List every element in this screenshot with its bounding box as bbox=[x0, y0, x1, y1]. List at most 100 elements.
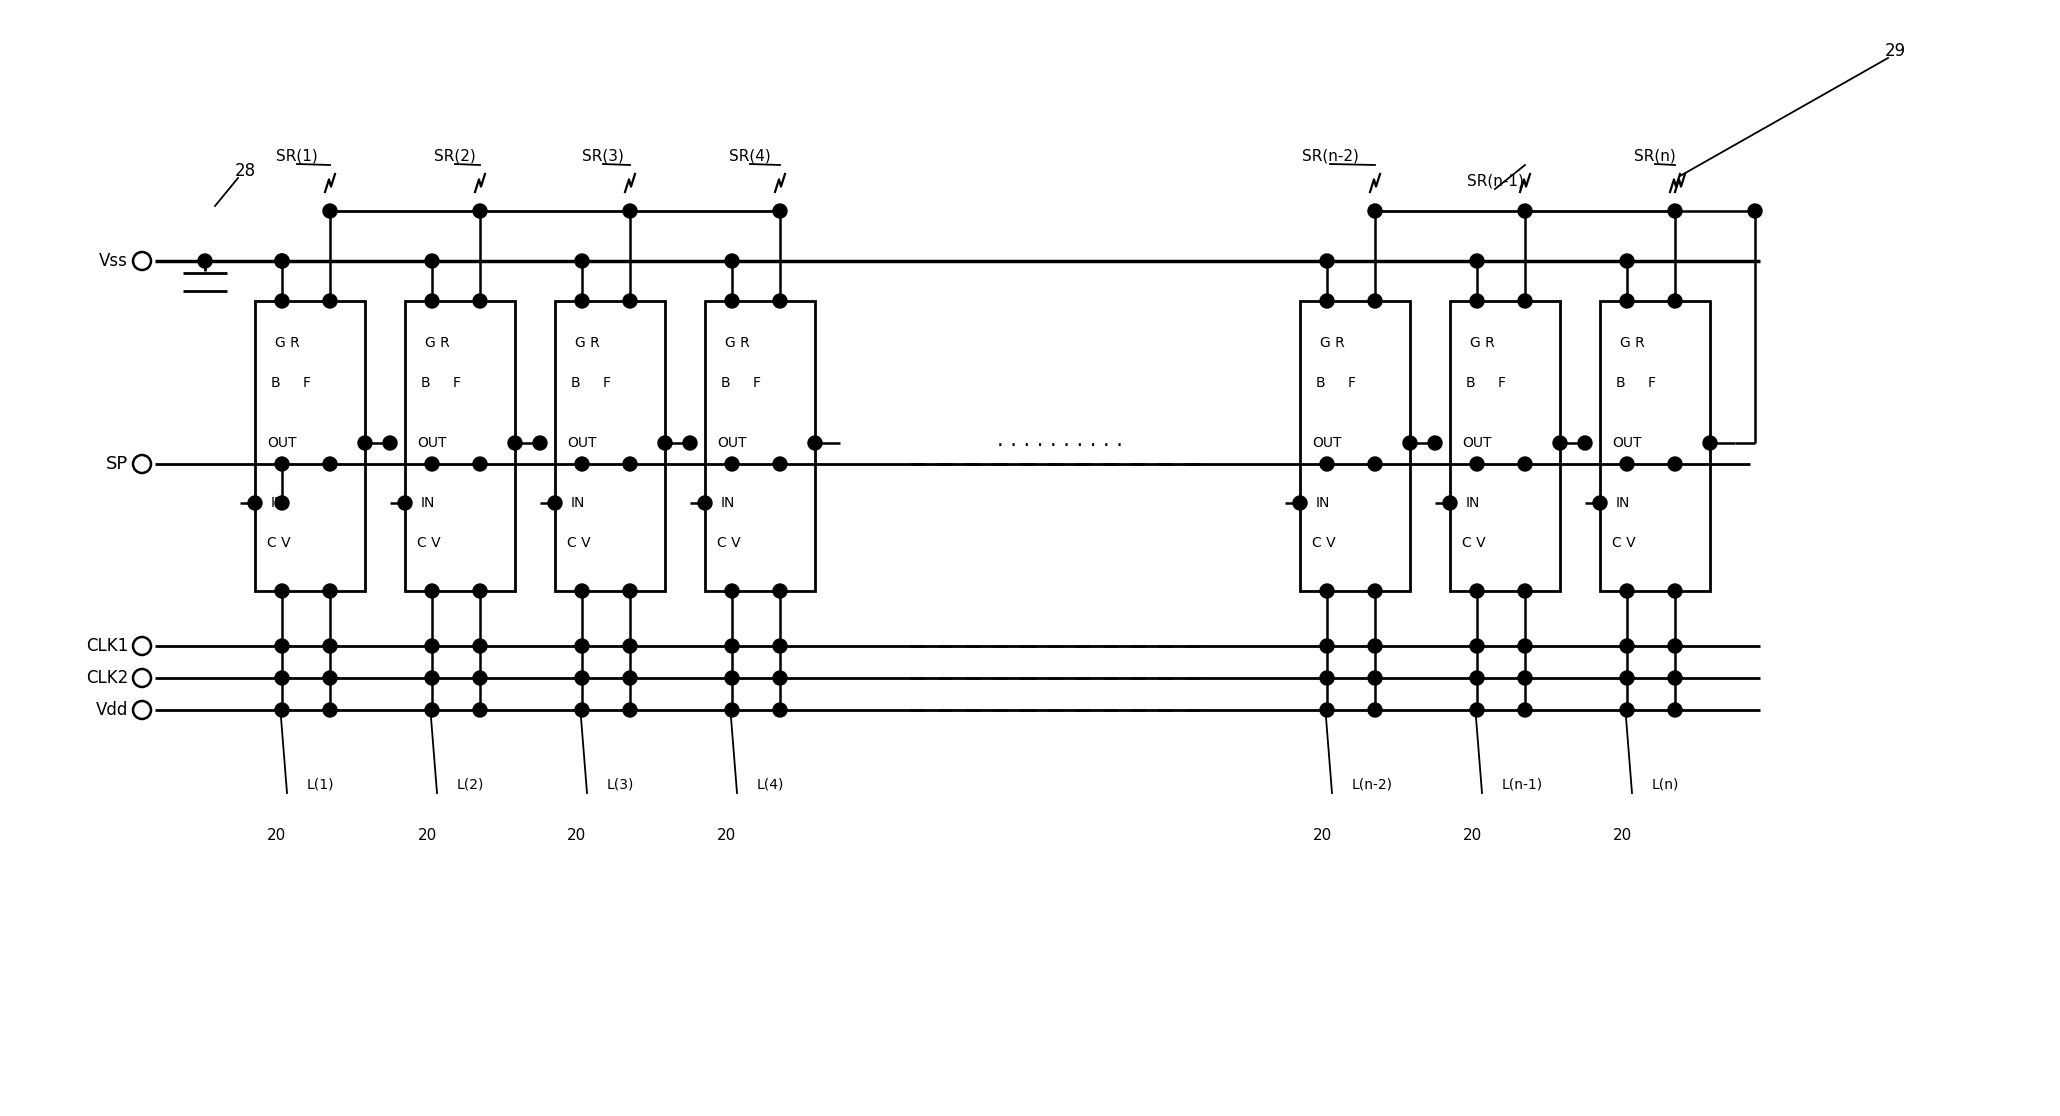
Circle shape bbox=[323, 456, 338, 471]
Text: C V: C V bbox=[1463, 536, 1485, 550]
Text: G R: G R bbox=[725, 336, 750, 350]
Text: C V: C V bbox=[416, 536, 441, 550]
Circle shape bbox=[772, 671, 787, 685]
Circle shape bbox=[474, 703, 486, 716]
Circle shape bbox=[474, 204, 486, 218]
Circle shape bbox=[622, 671, 637, 685]
Text: IN: IN bbox=[1467, 496, 1481, 510]
Circle shape bbox=[1669, 639, 1683, 653]
Circle shape bbox=[725, 584, 740, 598]
Circle shape bbox=[1320, 584, 1335, 598]
Circle shape bbox=[1368, 584, 1382, 598]
Bar bbox=[554, 301, 665, 591]
Circle shape bbox=[622, 703, 637, 716]
Text: SR(4): SR(4) bbox=[729, 148, 770, 164]
Circle shape bbox=[1320, 703, 1335, 716]
Circle shape bbox=[575, 639, 589, 653]
Circle shape bbox=[622, 204, 637, 218]
Circle shape bbox=[134, 668, 150, 687]
Text: F: F bbox=[604, 376, 612, 389]
Circle shape bbox=[323, 294, 338, 308]
Circle shape bbox=[1518, 703, 1533, 716]
Circle shape bbox=[424, 456, 439, 471]
Circle shape bbox=[772, 584, 787, 598]
Circle shape bbox=[424, 584, 439, 598]
Text: B: B bbox=[1467, 376, 1475, 389]
Circle shape bbox=[548, 496, 562, 510]
Text: IN: IN bbox=[420, 496, 435, 510]
Circle shape bbox=[1669, 703, 1683, 716]
Circle shape bbox=[474, 456, 486, 471]
Text: Vdd: Vdd bbox=[95, 701, 128, 719]
Circle shape bbox=[1471, 456, 1483, 471]
Text: OUT: OUT bbox=[566, 436, 597, 450]
Circle shape bbox=[474, 584, 486, 598]
Text: · · · · · · · · · ·: · · · · · · · · · · bbox=[997, 436, 1123, 456]
Text: B: B bbox=[420, 376, 431, 389]
Circle shape bbox=[772, 204, 787, 218]
Circle shape bbox=[474, 639, 486, 653]
Circle shape bbox=[772, 294, 787, 308]
Circle shape bbox=[1669, 671, 1683, 685]
Circle shape bbox=[358, 436, 373, 450]
Circle shape bbox=[424, 703, 439, 716]
Text: G R: G R bbox=[1619, 336, 1644, 350]
Text: F: F bbox=[1648, 376, 1656, 389]
Text: 20: 20 bbox=[566, 827, 587, 843]
Text: B: B bbox=[1316, 376, 1327, 389]
Circle shape bbox=[657, 436, 672, 450]
Text: C V: C V bbox=[1312, 536, 1335, 550]
Text: G R: G R bbox=[424, 336, 449, 350]
Circle shape bbox=[1368, 456, 1382, 471]
Circle shape bbox=[1471, 703, 1483, 716]
Circle shape bbox=[725, 703, 740, 716]
Text: B: B bbox=[272, 376, 280, 389]
Text: 20: 20 bbox=[717, 827, 737, 843]
Circle shape bbox=[1619, 639, 1634, 653]
Circle shape bbox=[1294, 496, 1306, 510]
Circle shape bbox=[1619, 703, 1634, 716]
Circle shape bbox=[1403, 436, 1417, 450]
Circle shape bbox=[323, 671, 338, 685]
Circle shape bbox=[622, 639, 637, 653]
Circle shape bbox=[424, 294, 439, 308]
Circle shape bbox=[424, 254, 439, 268]
Circle shape bbox=[424, 671, 439, 685]
Text: L(3): L(3) bbox=[608, 778, 634, 792]
Circle shape bbox=[1578, 436, 1592, 450]
Bar bbox=[1450, 301, 1559, 591]
Circle shape bbox=[1669, 204, 1683, 218]
Circle shape bbox=[1320, 456, 1335, 471]
Circle shape bbox=[1518, 456, 1533, 471]
Circle shape bbox=[725, 294, 740, 308]
Circle shape bbox=[1704, 436, 1716, 450]
Circle shape bbox=[1471, 671, 1483, 685]
Text: L(n-1): L(n-1) bbox=[1502, 778, 1543, 792]
Text: 20: 20 bbox=[1613, 827, 1632, 843]
Text: C V: C V bbox=[268, 536, 290, 550]
Text: 20: 20 bbox=[268, 827, 286, 843]
Circle shape bbox=[247, 496, 262, 510]
Circle shape bbox=[1368, 294, 1382, 308]
Bar bbox=[705, 301, 816, 591]
Text: L(1): L(1) bbox=[307, 778, 334, 792]
Text: G R: G R bbox=[1471, 336, 1496, 350]
Circle shape bbox=[772, 703, 787, 716]
Circle shape bbox=[1368, 703, 1382, 716]
Circle shape bbox=[274, 584, 288, 598]
Circle shape bbox=[575, 294, 589, 308]
Circle shape bbox=[622, 456, 637, 471]
Circle shape bbox=[1320, 639, 1335, 653]
Bar bbox=[1300, 301, 1409, 591]
Text: 29: 29 bbox=[1885, 42, 1906, 60]
Text: C V: C V bbox=[1613, 536, 1636, 550]
Text: F: F bbox=[754, 376, 760, 389]
Text: SR(n-1): SR(n-1) bbox=[1467, 173, 1524, 189]
Circle shape bbox=[1368, 639, 1382, 653]
Circle shape bbox=[134, 252, 150, 270]
Circle shape bbox=[1428, 436, 1442, 450]
Circle shape bbox=[534, 436, 548, 450]
Circle shape bbox=[1518, 294, 1533, 308]
Circle shape bbox=[575, 671, 589, 685]
Text: G R: G R bbox=[1320, 336, 1345, 350]
